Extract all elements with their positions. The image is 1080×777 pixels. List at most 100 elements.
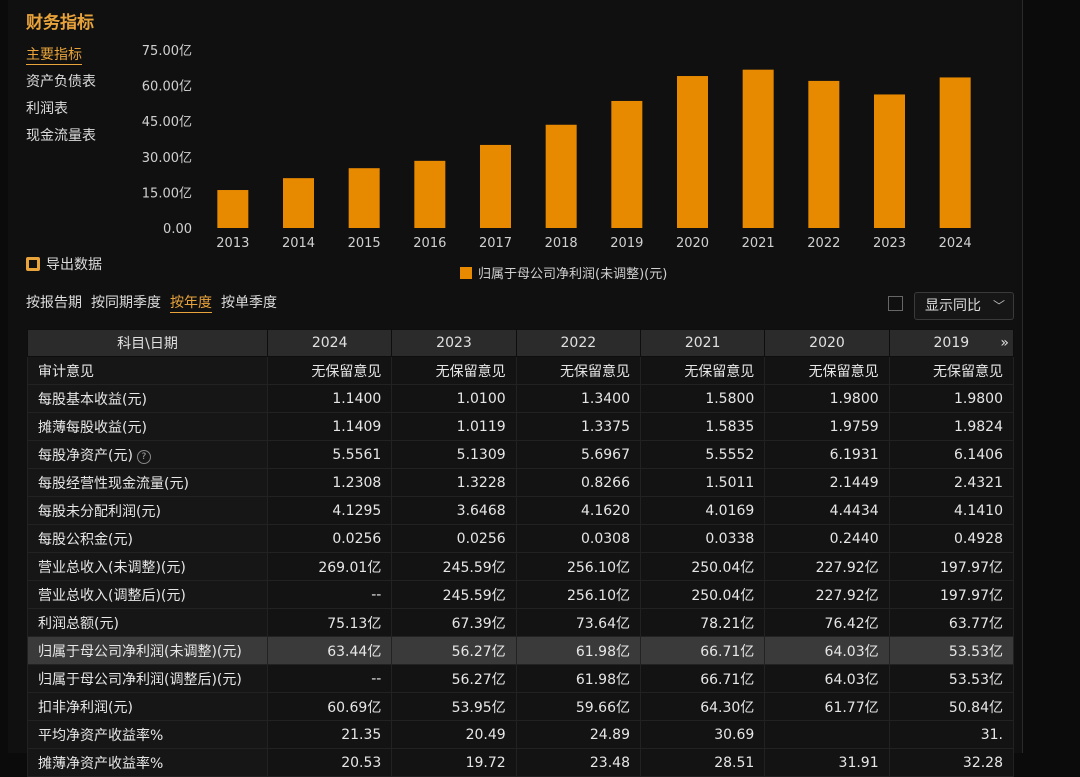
bar-2014[interactable] xyxy=(283,178,314,228)
y-tick-label: 45.00亿 xyxy=(142,115,192,130)
legend-label[interactable]: 归属于母公司净利润(未调整)(元) xyxy=(478,267,667,282)
bar-2017[interactable] xyxy=(480,144,511,228)
bar-2022[interactable] xyxy=(808,80,840,228)
table-cell: 256.10亿 xyxy=(515,580,641,609)
table-cell: 20.49 xyxy=(391,720,517,749)
table-cell: 227.92亿 xyxy=(764,580,890,609)
x-tick-label: 2021 xyxy=(742,236,775,251)
row-label-text: 每股公积金(元) xyxy=(38,531,133,548)
table-cell: 0.0256 xyxy=(266,524,393,553)
x-tick-label: 2017 xyxy=(479,236,512,251)
bar-2018[interactable] xyxy=(545,124,577,228)
table-cell: 无保留意见 xyxy=(391,356,517,385)
table-row[interactable]: 每股经营性现金流量(元) 1.2308 1.3228 0.8266 1.5011 2.14… xyxy=(27,468,1015,497)
column-header[interactable]: 2020 xyxy=(764,329,890,357)
table-row[interactable]: 平均净资产收益率% 21.35 20.49 24.89 30.69 31. xyxy=(27,720,1015,749)
table-cell: 78.21亿 xyxy=(639,608,766,637)
sidebar-item-0[interactable]: 主要指标 xyxy=(26,47,82,63)
y-tick-label: 75.00亿 xyxy=(142,44,192,59)
table-row[interactable]: 营业总收入(调整后)(元) -- 245.59亿 256.10亿 250.04亿 227.… xyxy=(27,580,1015,609)
table-row[interactable]: 每股基本收益(元) 1.1400 1.0100 1.3400 1.5800 1.9800 1… xyxy=(27,384,1015,413)
row-label: 营业总收入(未调整)(元) xyxy=(27,552,268,581)
table-cell: 61.98亿 xyxy=(515,664,641,693)
table-cell: 250.04亿 xyxy=(639,552,766,581)
yoy-dropdown[interactable]: 显示同比 ﹀ xyxy=(914,292,1014,320)
bar-2020[interactable] xyxy=(677,76,708,228)
help-icon[interactable]: ? xyxy=(136,449,151,464)
y-tick-label: 30.00亿 xyxy=(142,151,192,166)
more-columns-icon[interactable]: » xyxy=(1000,335,1009,351)
period-tab-3[interactable]: 按单季度 xyxy=(221,295,277,311)
table-cell: 无保留意见 xyxy=(266,356,393,385)
period-tab-2[interactable]: 按年度 xyxy=(170,295,212,311)
table-cell: 269.01亿 xyxy=(266,552,393,581)
column-header-label: 2020 xyxy=(809,335,845,351)
table-cell xyxy=(764,720,890,749)
table-row[interactable]: 审计意见 无保留意见 无保留意见 无保留意见 无保留意见 无保留意见 无保留意见 xyxy=(27,356,1015,385)
bar-2023[interactable] xyxy=(874,94,905,228)
table-row[interactable]: 归属于母公司净利润(调整后)(元) -- 56.27亿 61.98亿 66.71亿 64.… xyxy=(27,664,1015,693)
column-header[interactable]: 2021 xyxy=(639,329,766,357)
sidebar-item-2[interactable]: 利润表 xyxy=(26,101,68,117)
row-label: 归属于母公司净利润(调整后)(元) xyxy=(27,664,268,693)
table-row[interactable]: 归属于母公司净利润(未调整)(元) 63.44亿 56.27亿 61.98亿 66.71… xyxy=(27,636,1015,665)
export-data-button[interactable]: 导出数据 xyxy=(26,254,102,274)
row-label-text: 归属于母公司净利润(调整后)(元) xyxy=(38,671,242,688)
table-cell: 197.97亿 xyxy=(888,552,1015,581)
bar-2015[interactable] xyxy=(348,168,380,228)
x-tick-label: 2024 xyxy=(939,236,972,251)
header-label: 科目\日期 xyxy=(27,329,268,357)
table-cell: 5.5552 xyxy=(639,440,766,469)
bar-2024[interactable] xyxy=(939,77,971,228)
x-tick-label: 2013 xyxy=(216,236,249,251)
yoy-label: 显示同比 xyxy=(925,298,981,314)
sidebar: 主要指标资产负债表利润表现金流量表 xyxy=(26,42,96,150)
table-cell: 0.0308 xyxy=(515,524,641,553)
row-label-text: 扣非净利润(元) xyxy=(38,699,133,716)
table-row[interactable]: 每股公积金(元) 0.0256 0.0256 0.0308 0.0338 0.2440 0.… xyxy=(27,524,1015,553)
column-header[interactable]: 2024 xyxy=(266,329,393,357)
table-row[interactable]: 每股净资产(元)? 5.5561 5.1309 5.6967 5.5552 6.1931 6… xyxy=(27,440,1015,469)
table-cell: 31. xyxy=(888,720,1015,749)
column-header[interactable]: 2022 xyxy=(515,329,641,357)
sidebar-item-1[interactable]: 资产负债表 xyxy=(26,74,96,90)
table-cell: 0.8266 xyxy=(515,468,641,497)
period-tab-0[interactable]: 按报告期 xyxy=(26,295,82,311)
table-cell: 0.4928 xyxy=(888,524,1015,553)
table-cell: 1.1400 xyxy=(266,384,393,413)
table-cell: 1.3228 xyxy=(391,468,517,497)
y-tick-label: 0.00 xyxy=(163,222,192,237)
export-label: 导出数据 xyxy=(46,257,102,273)
table-cell: 3.6468 xyxy=(391,496,517,525)
bar-2016[interactable] xyxy=(414,160,446,228)
table-cell: 59.66亿 xyxy=(515,692,641,721)
yoy-checkbox[interactable] xyxy=(888,296,903,311)
table-row[interactable]: 营业总收入(未调整)(元) 269.01亿 245.59亿 256.10亿 250.04… xyxy=(27,552,1015,581)
column-header[interactable]: 2023 xyxy=(391,329,517,357)
table-cell: 60.69亿 xyxy=(266,692,393,721)
row-label-text: 利润总额(元) xyxy=(38,615,119,632)
table-row[interactable]: 扣非净利润(元) 60.69亿 53.95亿 59.66亿 64.30亿 61.77亿 50… xyxy=(27,692,1015,721)
column-header[interactable]: 2019 » xyxy=(888,329,1015,357)
table-cell: 73.64亿 xyxy=(515,608,641,637)
net-profit-chart: 0.00 15.00亿 30.00亿 45.00亿 60.00亿 75.00亿 2013 20… xyxy=(142,44,972,282)
bar-2013[interactable] xyxy=(217,190,249,228)
period-tab-1[interactable]: 按同期季度 xyxy=(91,295,161,311)
table-row[interactable]: 利润总额(元) 75.13亿 67.39亿 73.64亿 78.21亿 76.42亿 63.… xyxy=(27,608,1015,637)
table-cell: 0.0338 xyxy=(639,524,766,553)
table-cell: 56.27亿 xyxy=(391,664,517,693)
bar-2019[interactable] xyxy=(611,100,643,228)
x-tick-label: 2018 xyxy=(545,236,578,251)
sidebar-item-3[interactable]: 现金流量表 xyxy=(26,128,96,144)
table-cell: 75.13亿 xyxy=(266,608,393,637)
row-label-text: 审计意见 xyxy=(38,363,94,380)
table-cell: 1.5011 xyxy=(639,468,766,497)
row-label-text: 每股基本收益(元) xyxy=(38,391,147,408)
table-cell: 64.30亿 xyxy=(639,692,766,721)
table-cell: 1.3375 xyxy=(515,412,641,441)
table-row[interactable]: 摊薄每股收益(元) 1.1409 1.0119 1.3375 1.5835 1.9759 1… xyxy=(27,412,1015,441)
bar-2021[interactable] xyxy=(742,69,774,229)
table-row[interactable]: 每股未分配利润(元) 4.1295 3.6468 4.1620 4.0169 4.4434… xyxy=(27,496,1015,525)
column-header-label: 2021 xyxy=(684,335,721,351)
table-cell: 1.9824 xyxy=(888,412,1015,441)
